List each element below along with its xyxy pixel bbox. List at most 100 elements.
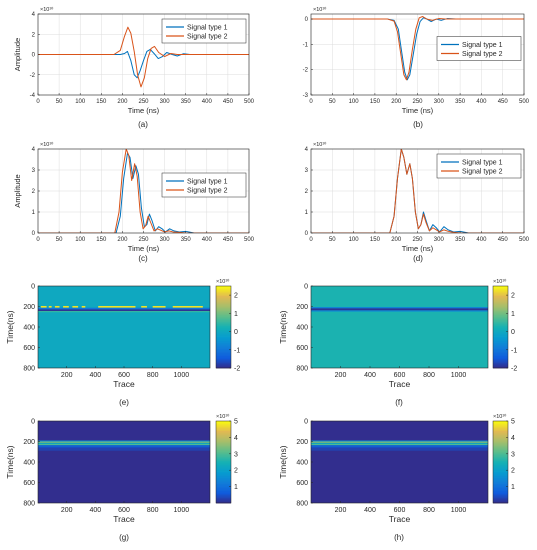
legend-label-1: Signal type 1 xyxy=(462,160,503,167)
panel-g: 200 400 600 800 1000 0 200 400 600 800 Trace Time(n… xyxy=(5,413,238,542)
colorbar-step xyxy=(493,487,508,490)
colorbar-step xyxy=(216,343,231,346)
y-tick-label: 200 xyxy=(23,439,35,446)
x-tick-label: 100 xyxy=(349,99,360,105)
colorbar-step xyxy=(493,322,508,325)
colorbar-step xyxy=(216,301,231,303)
y-tick-label: 800 xyxy=(23,366,35,373)
colorbar-step xyxy=(216,449,231,452)
y-axis-label: Time(ns) xyxy=(278,445,288,478)
image-band-1 xyxy=(98,305,136,308)
x-tick-label: 200 xyxy=(61,507,73,514)
legend: Signal type 1 Signal type 2 xyxy=(161,172,247,198)
x-tick-label: 150 xyxy=(370,237,381,243)
colorbar-step xyxy=(216,425,231,427)
colorbar-step xyxy=(216,311,231,314)
colorbar-tick-label: 3 xyxy=(511,451,515,458)
y-tick-label: 2 xyxy=(32,189,36,195)
colorbar-step xyxy=(216,332,231,335)
x-tick-label: 250 xyxy=(138,237,149,243)
x-tick-label: 450 xyxy=(498,99,509,105)
colorbar-step xyxy=(216,359,231,362)
colorbar-step xyxy=(216,472,231,475)
colorbar-step xyxy=(216,470,231,472)
colorbar-step xyxy=(493,467,508,470)
image-band-2 xyxy=(311,441,488,443)
colorbar-step xyxy=(216,492,231,494)
colorbar: -2 -1 0 1 2 ×10¹⁰ xyxy=(215,278,240,373)
x-tick-label: 450 xyxy=(223,237,234,243)
colorbar-step xyxy=(493,430,508,433)
x-tick-label: 350 xyxy=(455,237,466,243)
y-tick-label: 3 xyxy=(305,168,309,174)
x-axis-label: Trace xyxy=(113,379,135,389)
colorbar-step xyxy=(216,362,231,365)
image-band-1 xyxy=(172,305,203,308)
legend-box xyxy=(161,172,247,198)
x-tick-label: 200 xyxy=(335,507,347,514)
colorbar-step xyxy=(216,442,231,445)
colorbar-step xyxy=(216,423,231,426)
colorbar-step xyxy=(493,296,508,299)
image-band-3 xyxy=(38,442,210,444)
panel-d: 0 50 100 150 200 250 300 350 400 450 500 0 1 2 3 4 ×10¹⁰… xyxy=(305,141,530,263)
colorbar-step xyxy=(493,346,508,348)
panel-h: 200 400 600 800 1000 0 200 400 600 800 Trace Time(n… xyxy=(278,413,515,542)
colorbar-step xyxy=(216,433,231,436)
colorbar-step xyxy=(493,359,508,362)
colorbar-step xyxy=(493,321,508,324)
image-band-1 xyxy=(141,305,147,308)
colorbar-step xyxy=(216,445,231,448)
colorbar-step xyxy=(216,452,231,455)
colorbar-step xyxy=(493,494,508,497)
x-tick-label: 600 xyxy=(394,372,406,379)
x-tick-label: 800 xyxy=(423,372,435,379)
y-tick-label: 0 xyxy=(32,53,36,59)
axis-exponent: ×10¹⁰ xyxy=(40,6,54,13)
image-band-1 xyxy=(38,440,210,442)
colorbar-step xyxy=(493,433,508,436)
y-tick-label: 600 xyxy=(296,345,308,352)
colorbar-step xyxy=(216,441,231,444)
legend: Signal type 1 Signal type 2 xyxy=(436,153,522,179)
colorbar-step xyxy=(493,425,508,427)
colorbar-step xyxy=(493,451,508,453)
colorbar-step xyxy=(493,318,508,321)
colorbar-step xyxy=(493,306,508,309)
x-tick-label: 50 xyxy=(329,99,336,105)
legend-label-2: Signal type 2 xyxy=(187,34,228,41)
colorbar-step xyxy=(216,455,231,457)
y-tick-label: 400 xyxy=(296,460,308,467)
colorbar-step xyxy=(216,337,231,340)
colorbar-tick-label: 0 xyxy=(234,329,238,336)
y-tick-label: 4 xyxy=(32,12,36,18)
colorbar-step xyxy=(493,357,508,359)
x-tick-label: 200 xyxy=(61,372,73,379)
x-tick-label: 200 xyxy=(391,99,402,105)
colorbar-step xyxy=(216,485,231,487)
colorbar-step xyxy=(216,344,231,347)
colorbar-step xyxy=(493,309,508,311)
panel-a: 0 50 100 150 200 250 300 350 400 450 500 -4 -2 0 2 4 ×10… xyxy=(13,6,255,129)
colorbar-step xyxy=(493,501,508,504)
colorbar-step xyxy=(493,462,508,464)
colorbar-step xyxy=(493,442,508,445)
colorbar-step xyxy=(216,316,231,318)
y-tick-label: 0 xyxy=(31,284,35,291)
image-band-4 xyxy=(38,443,210,446)
colorbar-step xyxy=(216,468,231,471)
colorbar-step xyxy=(216,457,231,460)
image-band-6 xyxy=(311,446,488,448)
colorbar-step xyxy=(216,464,231,467)
colorbar-tick-label: 1 xyxy=(511,484,515,491)
image-background xyxy=(311,421,488,503)
series-line-2 xyxy=(38,26,249,88)
x-tick-label: 1000 xyxy=(451,372,467,379)
y-tick-label: 800 xyxy=(296,366,308,373)
colorbar-step xyxy=(216,307,231,310)
colorbar-step xyxy=(216,358,231,361)
colorbar-step xyxy=(493,421,508,423)
colorbar-step xyxy=(493,355,508,358)
colorbar-step xyxy=(216,309,231,311)
panel-label: (h) xyxy=(394,533,404,542)
